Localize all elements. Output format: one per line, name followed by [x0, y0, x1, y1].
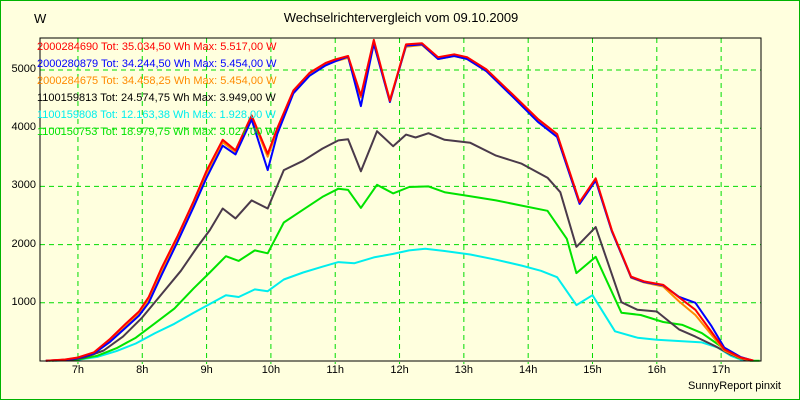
series-line-1100150753 [48, 183, 760, 362]
legend-entry-2000284675: 2000284675 Tot: 34.458,25 Wh Max: 5.454,… [37, 75, 277, 87]
series-line-1100159808 [55, 247, 744, 362]
x-tick-label: 8h [136, 364, 149, 376]
chart-title: Wechselrichtervergleich vom 09.10.2009 [283, 10, 519, 25]
x-tick-label: 14h [518, 364, 538, 376]
y-tick-label: 4000 [11, 121, 36, 134]
x-tick-label: 17h [711, 364, 731, 376]
legend-entry-2000284690: 2000284690 Tot: 35.034,50 Wh Max: 5.517,… [37, 41, 277, 53]
y-axis-unit-label: W [34, 11, 47, 26]
plot-border [39, 37, 762, 362]
x-tick-label: 11h [326, 364, 344, 376]
legend-entry-1100159813: 1100159813 Tot: 24.574,75 Wh Max: 3.949,… [37, 92, 276, 104]
legend: 2000284690 Tot: 35.034,50 Wh Max: 5.517,… [37, 39, 277, 141]
x-tick-label: 9h [200, 364, 213, 376]
x-tick-label: 12h [390, 364, 409, 376]
legend-entry-2000280879: 2000280879 Tot: 34.244,50 Wh Max: 5.454,… [37, 58, 277, 70]
footer-credit: SunnyReport pinxit [688, 380, 781, 392]
x-tick-label: 16h [647, 364, 666, 376]
legend-entry-1100159808: 1100159808 Tot: 12.163,38 Wh Max: 1.928,… [37, 109, 276, 121]
legend-entry-1100150753: 1100150753 Tot: 18.979,75 Wh Max: 3.027,… [37, 126, 276, 138]
y-tick-label: 2000 [11, 237, 36, 250]
y-tick-label: 5000 [11, 63, 36, 75]
x-tick-label: 7h [71, 364, 85, 376]
y-tick-label: 1000 [11, 295, 36, 308]
x-tick-label: 15h [583, 364, 602, 376]
x-tick-label: 13h [454, 364, 474, 376]
series-line-2000284690 [45, 38, 754, 362]
y-tick-label: 3000 [11, 179, 36, 192]
series-line-1100159813 [52, 130, 748, 362]
x-tick-label: 10h [261, 364, 281, 376]
